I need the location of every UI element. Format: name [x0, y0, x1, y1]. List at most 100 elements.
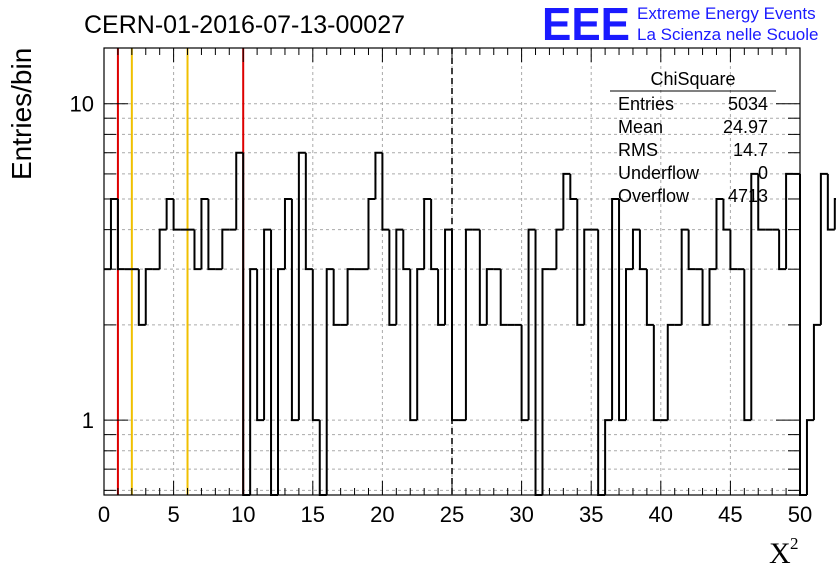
histogram-bin: [263, 228, 272, 421]
histogram-bin: [200, 197, 209, 270]
histogram-bin: [221, 228, 230, 270]
stats-label-entries: Entries: [618, 94, 674, 114]
histogram: [104, 151, 836, 496]
histogram-bin: [604, 419, 613, 495]
histogram-bin: [158, 228, 167, 270]
x-axis-label: X: [769, 537, 791, 570]
histogram-bin: [283, 197, 292, 270]
histogram-bin: [541, 268, 550, 495]
x-tick-label: 5: [167, 502, 179, 527]
histogram-bin: [778, 229, 787, 271]
stats-box: ChiSquare Entries 5034 Mean 24.97 RMS 14…: [610, 69, 776, 206]
histogram-bin: [799, 173, 807, 496]
histogram-bin: [805, 419, 814, 495]
histogram-bin: [625, 268, 633, 421]
x-tick-label: 20: [370, 502, 394, 527]
eee-logo-line2: La Scienza nelle Scuole: [637, 25, 818, 44]
histogram-bin: [116, 198, 125, 271]
plot-frame: [103, 47, 801, 496]
histogram-bin: [235, 151, 244, 230]
histogram-bin: [812, 323, 821, 421]
histogram-bin: [464, 228, 473, 421]
histogram-bin: [485, 268, 494, 325]
eee-logo-line1: Extreme Energy Events: [637, 4, 816, 23]
histogram-bin: [478, 229, 487, 326]
histogram-bin: [381, 152, 390, 231]
histogram-bin: [290, 198, 299, 422]
stats-value-rms: 14.7: [733, 140, 768, 160]
histogram-bin: [666, 323, 675, 421]
chart-title: CERN-01-2016-07-13-00027: [84, 11, 405, 39]
histogram-bin: [304, 152, 313, 271]
histogram-bin: [833, 197, 836, 230]
x-tick-label: 40: [649, 502, 673, 527]
marker-lines: [116, 48, 453, 495]
histogram-bin: [144, 268, 153, 325]
histogram-bin: [374, 151, 383, 199]
histogram-bin: [785, 172, 794, 270]
histogram-bin: [722, 198, 731, 231]
x-tick-label: 25: [440, 502, 464, 527]
histogram-bin: [388, 229, 397, 326]
histogram-bin: [297, 151, 306, 421]
x-axis-label-superscript: 2: [790, 534, 799, 553]
histogram-bin: [708, 268, 717, 325]
histogram-bin: [645, 269, 654, 326]
axes: 0 5 10 15 20 25 30 35 40 45 50 1 10: [70, 47, 812, 527]
histogram-bin: [569, 173, 578, 200]
histogram-bin: [437, 269, 446, 326]
labels: CERN-01-2016-07-13-00027 Entries/bin X 2: [6, 11, 799, 570]
x-tick-label: 50: [788, 502, 812, 527]
histogram-bin: [325, 268, 334, 495]
histogram-bin: [409, 269, 418, 422]
histogram-bin: [137, 269, 146, 326]
histogram-bin: [743, 269, 752, 422]
histogram-bin: [652, 324, 661, 422]
histogram-bin: [318, 420, 327, 496]
stats-value-mean: 24.97: [723, 117, 768, 137]
histogram-bin: [826, 173, 835, 231]
histogram-bin: [527, 228, 536, 421]
histogram-bin: [165, 197, 174, 230]
histogram-bin: [402, 229, 411, 271]
histogram-bin: [701, 269, 710, 326]
histogram-bin: [311, 269, 320, 422]
stats-label-rms: RMS: [618, 140, 658, 160]
histogram-bin: [618, 198, 626, 422]
histogram-bin: [757, 173, 766, 231]
histogram-bin: [680, 228, 689, 325]
histogram-bin: [256, 269, 265, 422]
y-tick-label: 1: [82, 408, 94, 433]
x-tick-label: 0: [98, 502, 110, 527]
stats-label-overflow: Overflow: [618, 186, 690, 206]
histogram-bin: [750, 172, 759, 421]
y-tick-label: 10: [70, 92, 94, 117]
histogram-bin: [611, 197, 620, 421]
histogram-bin: [819, 172, 828, 325]
histogram-bin: [583, 228, 592, 325]
histogram-bin: [576, 198, 585, 326]
x-tick-label: 45: [718, 502, 742, 527]
histogram-bin: [444, 228, 452, 325]
histogram-bin: [395, 228, 404, 325]
histogram-bin: [172, 198, 181, 231]
histogram-bin: [277, 268, 285, 495]
histogram-bin: [687, 229, 696, 271]
stats-value-entries: 5034: [728, 94, 768, 114]
histogram-bin: [346, 268, 355, 325]
x-tick-label: 35: [579, 502, 603, 527]
stats-value-overflow: 4713: [728, 186, 768, 206]
histogram-bin: [249, 268, 258, 495]
histogram-bin: [207, 198, 216, 271]
histogram-bin: [193, 229, 202, 271]
histogram-bin: [109, 197, 118, 270]
histogram-bin: [430, 198, 439, 271]
histogram-bin: [499, 269, 508, 326]
histogram-bin: [715, 197, 724, 270]
histogram-bin: [631, 228, 640, 270]
stats-label-underflow: Underflow: [618, 163, 700, 183]
histogram-bin: [555, 228, 564, 270]
stats-value-underflow: 0: [758, 163, 768, 183]
stats-title: ChiSquare: [650, 69, 735, 89]
